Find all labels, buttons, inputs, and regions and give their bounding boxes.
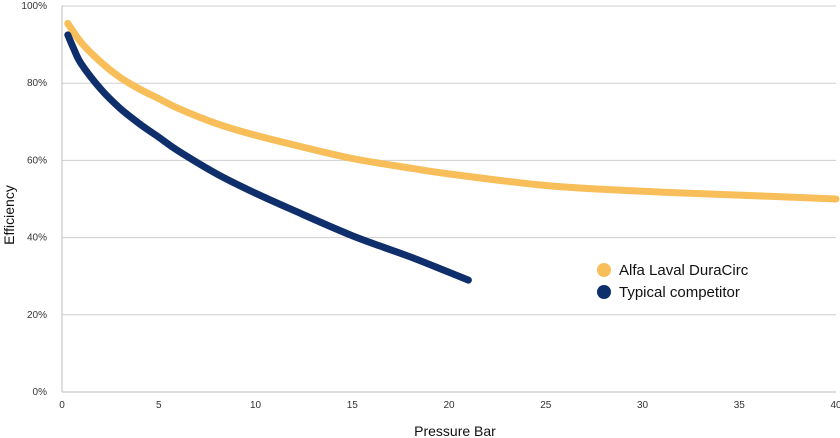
x-tick-label-2: 10 [250,400,262,411]
x-tick-label-0: 0 [59,400,65,411]
y-tick-label-4: 80% [27,78,47,89]
x-tick-label-7: 35 [734,400,746,411]
x-tick-label-8: 40 [830,400,840,411]
y-tick-label-0: 0% [33,387,48,398]
legend: Alfa Laval DuraCirc Typical competitor [597,262,749,301]
x-axis-title: Pressure Bar [414,423,496,438]
legend-label-0: Alfa Laval DuraCirc [619,262,749,279]
legend-marker-0 [597,263,611,277]
y-tick-label-2: 40% [27,233,47,244]
legend-marker-1 [597,285,611,299]
axes [61,6,836,393]
y-tick-label-3: 60% [27,155,47,166]
x-tick-label-1: 5 [156,400,162,411]
legend-label-1: Typical competitor [619,284,740,301]
y-tick-labels: 0% 20% 40% 60% 80% 100% [21,1,47,398]
x-tick-label-5: 25 [540,400,552,411]
y-tick-label-1: 20% [27,310,47,321]
x-tick-label-6: 30 [637,400,649,411]
x-tick-label-4: 20 [443,400,455,411]
y-tick-label-5: 100% [21,1,47,12]
gridlines [62,5,836,393]
series-line-0 [64,19,840,203]
x-tick-labels: 0 5 10 15 20 25 30 35 40 [59,400,840,411]
series-lines [64,19,840,284]
y-axis-title: Efficiency [1,185,17,245]
series-line-1 [64,31,472,284]
x-tick-label-3: 15 [347,400,359,411]
